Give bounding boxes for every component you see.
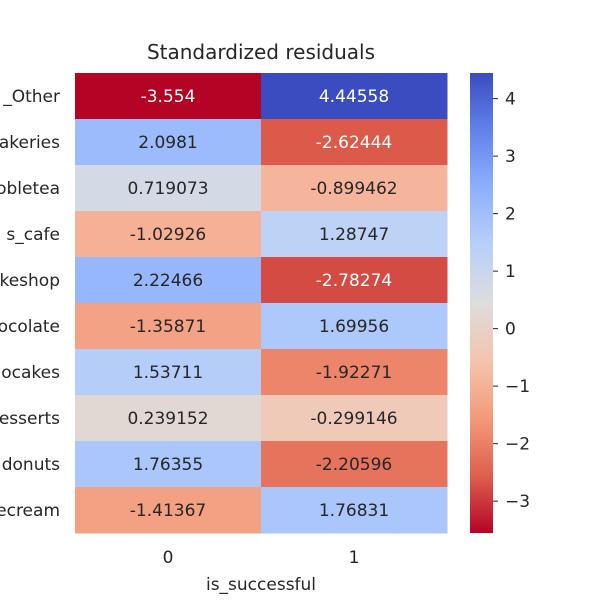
- colorbar-tick-label: 0: [505, 320, 516, 340]
- heatmap-cell: [75, 119, 262, 166]
- cell-value-label: -2.78274: [316, 271, 392, 291]
- cell-value-label: 1.28747: [319, 225, 389, 245]
- cell-value-label: 1.76831: [319, 501, 389, 521]
- colorbar-tick-label: 2: [505, 205, 516, 225]
- cell-value-label: -2.62444: [316, 133, 392, 153]
- colorbar-gradient: [470, 73, 493, 533]
- cell-value-label: 4.44558: [319, 87, 389, 107]
- y-tick-label: donuts: [2, 455, 60, 475]
- heatmap-cell: [261, 73, 448, 120]
- cell-value-label: -2.20596: [316, 455, 392, 475]
- cell-value-label: -0.899462: [310, 179, 397, 199]
- heatmap-cell: [75, 349, 262, 396]
- heatmap-cell: [261, 487, 448, 534]
- heatmap-cell: [261, 211, 448, 258]
- colorbar-tick-label: 1: [505, 262, 516, 282]
- cell-value-label: 1.76355: [133, 455, 203, 475]
- heatmap-cell: [75, 73, 262, 120]
- x-tick-label: 0: [163, 548, 174, 568]
- colorbar-tick-label: −2: [505, 435, 530, 455]
- colorbar-tick-label: −1: [505, 377, 530, 397]
- cell-value-label: 1.53711: [133, 363, 203, 383]
- cell-value-label: -1.35871: [130, 317, 206, 337]
- heatmap-cell: [75, 441, 262, 488]
- heatmap-cell: [75, 211, 262, 258]
- cell-value-label: -3.554: [141, 87, 196, 107]
- cell-value-label: -0.299146: [310, 409, 397, 429]
- y-tick-label: akeries: [0, 133, 60, 153]
- heatmap-cell: [261, 441, 448, 488]
- heatmap-cells: -3.554 4.44558 2.0981 -2.62444 0.719073 -0.89…: [75, 73, 448, 534]
- heatmap-cell: [75, 395, 262, 442]
- heatmap-cell: [261, 303, 448, 350]
- heatmap-cell: [261, 257, 448, 304]
- y-tick-label: obletea: [0, 179, 60, 199]
- cell-value-label: 0.239152: [127, 409, 208, 429]
- y-tick-label: keshop: [0, 271, 60, 291]
- heatmap-cell: [261, 395, 448, 442]
- chart-title: Standardized residuals: [147, 40, 375, 64]
- y-tick-label: s_cafe: [6, 225, 60, 245]
- heatmap-cell: [261, 165, 448, 212]
- colorbar: −3 −2 −1 0 1 2 3 4: [470, 73, 530, 533]
- cell-value-label: 2.0981: [138, 133, 197, 153]
- heatmap-cell: [75, 257, 262, 304]
- colorbar-tick-label: 4: [505, 90, 516, 110]
- y-tick-label: _Other: [2, 87, 60, 107]
- y-tick-label: ecream: [0, 501, 60, 521]
- cell-value-label: -1.41367: [130, 501, 206, 521]
- cell-value-label: 2.22466: [133, 271, 203, 291]
- cell-value-label: 0.719073: [127, 179, 208, 199]
- x-axis-label: is_successful: [206, 575, 316, 595]
- cell-value-label: 1.69956: [319, 317, 389, 337]
- heatmap-cell: [261, 349, 448, 396]
- y-tick-label: ocakes: [1, 363, 60, 383]
- y-tick-label: esserts: [0, 409, 60, 429]
- cell-value-label: -1.92271: [316, 363, 392, 383]
- heatmap-cell: [75, 487, 262, 534]
- cell-value-label: -1.02926: [130, 225, 206, 245]
- colorbar-tick-label: −3: [505, 492, 530, 512]
- heatmap-cell: [75, 303, 262, 350]
- x-tick-label: 1: [349, 548, 360, 568]
- heatmap-cell: [75, 165, 262, 212]
- colorbar-tick-label: 3: [505, 147, 516, 167]
- heatmap-cell: [261, 119, 448, 166]
- y-tick-label: ocolate: [0, 317, 60, 337]
